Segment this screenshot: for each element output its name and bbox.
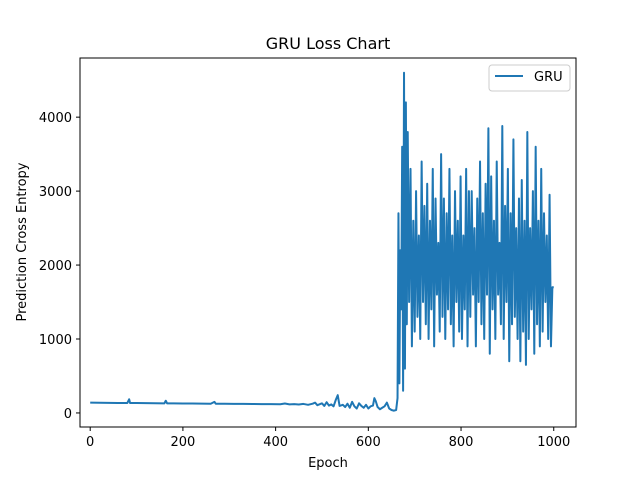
x-tick-label: 800 (449, 435, 474, 450)
x-tick-label: 200 (170, 435, 195, 450)
axes-frame (79, 57, 577, 428)
x-axis-label: Epoch (308, 456, 348, 471)
y-tick-label: 0 (64, 407, 72, 422)
y-tick-label: 2000 (39, 259, 72, 274)
y-axis-label: Prediction Cross Entropy (15, 162, 30, 321)
legend-box (488, 64, 571, 92)
plot-area (90, 71, 554, 412)
x-tick-label: 0 (86, 435, 94, 450)
y-tick-label: 3000 (39, 185, 72, 200)
x-tick-label: 600 (356, 435, 381, 450)
y-axis-ticks: 0 1000 2000 3000 4000 (39, 111, 80, 422)
y-tick-label: 4000 (39, 111, 72, 126)
x-tick-label: 400 (263, 435, 288, 450)
legend: GRU (488, 64, 571, 92)
y-tick-label: 1000 (39, 333, 72, 348)
series-line-gru (90, 71, 554, 412)
x-axis-ticks: 0 200 400 600 800 1000 (86, 427, 570, 450)
x-tick-label: 1000 (537, 435, 570, 450)
chart-title: GRU Loss Chart (266, 34, 390, 53)
legend-label-gru: GRU (534, 70, 563, 85)
